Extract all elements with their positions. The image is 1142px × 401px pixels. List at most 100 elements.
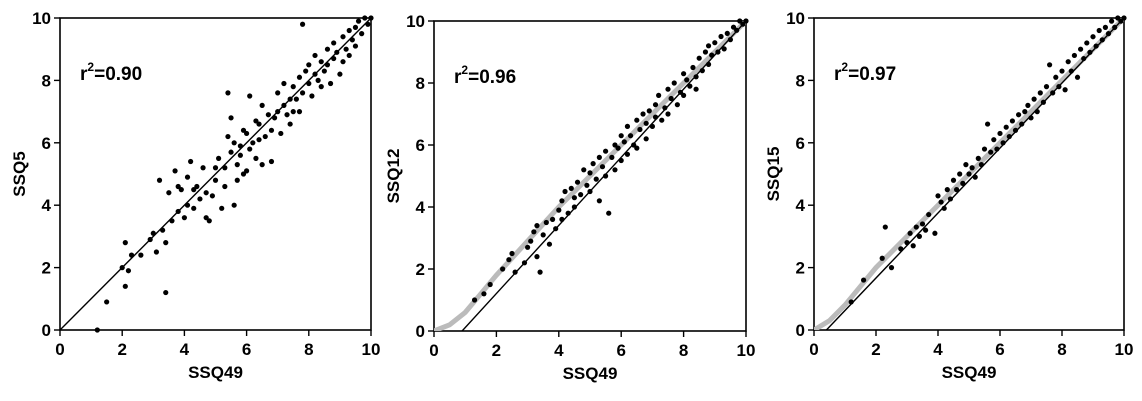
x-tick-label: 8 — [304, 340, 313, 359]
y-tick-label: 0 — [416, 322, 425, 341]
y-axis-title: SSQ12 — [384, 149, 403, 204]
x-tick-label: 4 — [180, 340, 190, 359]
data-point — [559, 198, 565, 204]
y-tick-label: 6 — [416, 136, 425, 155]
data-point — [727, 37, 734, 43]
data-point — [568, 185, 574, 191]
x-tick-label: 10 — [1115, 340, 1134, 359]
y-tick-label: 8 — [416, 74, 425, 93]
fit-curve — [434, 21, 746, 331]
data-point — [950, 177, 957, 183]
data-point — [724, 30, 730, 36]
data-point — [637, 126, 643, 133]
data-point — [1078, 46, 1084, 52]
data-point — [1037, 90, 1043, 96]
data-point — [153, 249, 160, 255]
data-point — [337, 71, 343, 77]
plot-frame — [813, 17, 1125, 331]
data-point — [259, 162, 265, 168]
data-point — [1096, 27, 1102, 34]
x-axis-title: SSQ49 — [188, 363, 243, 382]
data-point — [163, 240, 169, 246]
data-point — [244, 168, 250, 174]
data-point — [231, 140, 237, 146]
data-point — [926, 211, 932, 218]
data-point — [1071, 52, 1077, 59]
data-point — [122, 240, 128, 246]
r-squared-label: r2=0.96 — [454, 63, 516, 88]
data-point — [643, 136, 649, 142]
data-point — [340, 59, 346, 65]
data-point — [603, 148, 609, 154]
data-point — [253, 155, 259, 161]
data-point — [166, 190, 172, 196]
data-point — [287, 121, 293, 127]
y-tick-label: 2 — [416, 260, 425, 279]
y-tick-label: 8 — [796, 71, 805, 90]
data-point — [212, 165, 219, 171]
data-point — [256, 137, 262, 143]
data-point — [206, 218, 212, 224]
data-point — [966, 171, 972, 177]
data-point — [94, 327, 100, 333]
data-point — [1074, 74, 1081, 80]
r-squared-label: r2=0.97 — [834, 60, 896, 85]
data-point — [681, 71, 687, 77]
data-point — [318, 59, 324, 65]
data-point — [244, 130, 250, 137]
y-tick-label: 10 — [406, 12, 425, 31]
data-point — [306, 62, 312, 68]
data-point — [1003, 124, 1009, 130]
data-point — [299, 21, 306, 27]
data-point — [615, 145, 621, 151]
data-point — [1009, 118, 1016, 124]
data-point — [593, 176, 599, 182]
data-point — [234, 177, 240, 183]
data-point — [1047, 62, 1053, 68]
data-point — [888, 265, 895, 271]
data-point — [184, 174, 191, 180]
data-point — [1093, 43, 1099, 49]
data-point — [574, 179, 581, 185]
data-point — [268, 127, 275, 133]
data-point — [932, 230, 938, 236]
y-tick-label: 10 — [32, 9, 51, 28]
data-point — [546, 241, 553, 247]
data-point — [471, 297, 478, 303]
data-point — [228, 149, 234, 155]
data-point — [612, 167, 618, 173]
data-point — [278, 130, 284, 137]
x-tick-label: 0 — [55, 340, 64, 359]
data-point — [599, 164, 606, 170]
data-point — [975, 155, 981, 161]
data-point — [1102, 24, 1108, 30]
y-tick-label: 0 — [796, 321, 805, 340]
data-point — [296, 109, 303, 115]
data-point — [1090, 34, 1096, 40]
y-tick-label: 0 — [42, 321, 51, 340]
data-point — [222, 183, 228, 190]
x-tick-label: 10 — [737, 341, 756, 360]
data-point — [506, 257, 512, 263]
data-point — [321, 68, 327, 74]
data-point — [1087, 49, 1093, 55]
data-point — [247, 93, 253, 99]
data-point — [584, 182, 590, 188]
data-point — [172, 168, 178, 174]
data-point — [702, 49, 709, 55]
data-point — [916, 233, 923, 239]
data-point — [362, 15, 368, 21]
data-point — [938, 199, 944, 205]
data-point — [509, 250, 515, 257]
scatter-panel-1: 0 2 4 6 8 10 0 2 4 6 8 10 SSQ49 SSQ5 r2=0.90 — [10, 9, 380, 382]
data-point — [281, 80, 287, 87]
x-axis-title: SSQ49 — [563, 364, 618, 383]
data-point — [259, 102, 265, 108]
data-point — [125, 268, 132, 274]
data-point — [696, 55, 702, 61]
data-point — [571, 204, 578, 210]
data-point — [879, 255, 885, 261]
data-point — [935, 193, 941, 199]
data-point — [712, 40, 718, 46]
